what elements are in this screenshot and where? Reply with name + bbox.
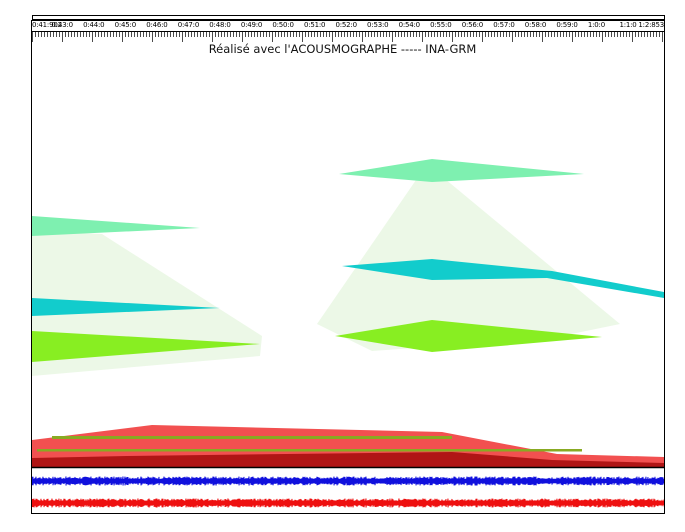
ruler-tick-label: 0:43:0 (51, 21, 74, 29)
ruler-tick-label: 0:49:0 (240, 21, 263, 29)
ruler-tick-label: 1:2:853 (638, 21, 664, 29)
shape-lime-left (32, 331, 260, 362)
waveform-channel-1 (32, 476, 664, 486)
ruler-tick-label: 0:52:0 (335, 21, 358, 29)
timeline-scrollbar[interactable] (32, 15, 665, 20)
ruler-tick-label: 0:56:0 (461, 21, 484, 29)
ruler-tick-label: 0:58:0 (524, 21, 547, 29)
shape-mint-left (32, 216, 200, 236)
ruler-tick-label: 0:53:0 (367, 21, 389, 29)
ruler-tick-label: 0:44:0 (83, 21, 105, 29)
waveform-channel-2 (32, 498, 664, 508)
ruler-tick-label: 0:54:0 (398, 21, 421, 29)
shape-cyan-right (342, 259, 664, 298)
shape-mint-right (339, 159, 584, 182)
ruler-tick-label: 0:45:0 (114, 21, 137, 29)
ruler-tick-label: 0:41:902 (32, 21, 62, 29)
ruler-tick-label: 0:48:0 (209, 21, 231, 29)
time-ruler[interactable]: 0:41:902 0:43:0 0:44:0 0:45:0 0:46:0 0:47:0 0:… (32, 21, 664, 43)
pale-region-right (317, 164, 620, 351)
shape-dark-red-base (32, 452, 664, 467)
ruler-tick-label: 0:59:0 (556, 21, 578, 29)
credit-text: Réalisé avec l'ACOUSMOGRAPHE ----- INA-G… (208, 42, 477, 56)
ruler-tick-label: 0:57:0 (493, 21, 515, 29)
stripe-olive-upper (52, 436, 452, 439)
ruler-tick-label: 0:46:0 (146, 21, 168, 29)
ruler-tick-label: 1:1:0 (619, 21, 637, 29)
stripe-olive-lower (37, 449, 582, 452)
ruler-tick-label: 0:47:0 (177, 21, 200, 29)
shape-cyan-left (32, 298, 220, 316)
ruler-tick-label: 0:55:0 (430, 21, 452, 29)
time-ruler-ticks (32, 31, 664, 42)
shape-lime-right (335, 320, 602, 352)
ruler-tick-label: 0:51:0 (303, 21, 326, 29)
ruler-tick-label: 1:0:0 (587, 21, 605, 29)
sonogram-canvas[interactable] (32, 56, 664, 512)
ruler-tick-label: 0:50:0 (272, 21, 294, 29)
